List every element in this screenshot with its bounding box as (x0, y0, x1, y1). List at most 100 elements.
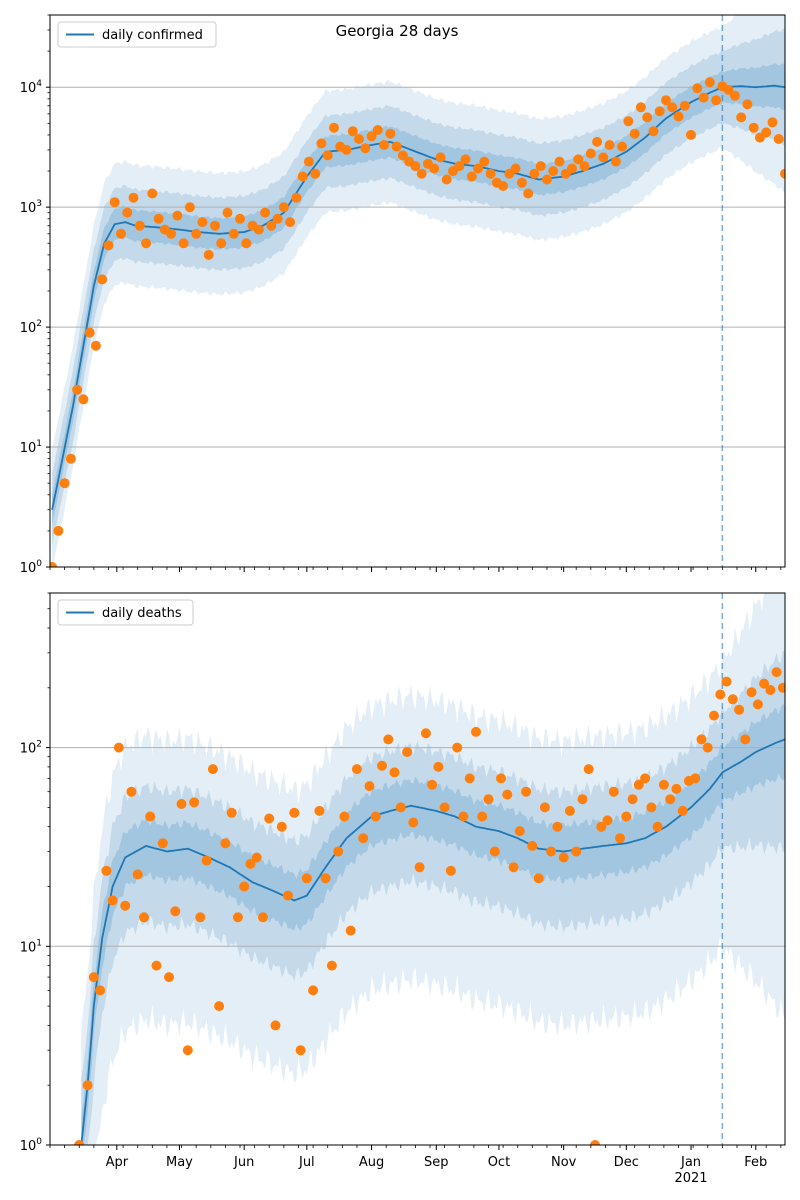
data-point (608, 786, 619, 797)
data-point (429, 163, 440, 174)
y-tick-label: 100 (20, 1137, 43, 1154)
data-point (389, 767, 400, 778)
data-point (604, 140, 615, 150)
data-point (592, 136, 603, 147)
data-point (189, 797, 200, 808)
y-tick-exponent: 1 (36, 938, 42, 948)
data-point (477, 811, 488, 822)
y-tick-label: 103 (20, 199, 42, 216)
data-point (220, 838, 231, 849)
data-point (729, 90, 740, 101)
x-tick-label: Dec (614, 1155, 639, 1170)
uncertainty-band-2 (81, 650, 785, 1145)
data-point (736, 112, 747, 123)
data-point (172, 210, 183, 221)
x-tick-label: May (166, 1155, 193, 1170)
data-point (535, 161, 546, 172)
data-point (516, 177, 527, 188)
data-point (207, 764, 218, 775)
data-point (385, 128, 396, 139)
data-point (358, 833, 369, 844)
data-point (184, 202, 195, 213)
data-point (577, 794, 588, 805)
data-point (391, 141, 402, 152)
data-point (583, 764, 594, 775)
data-point (210, 220, 220, 231)
data-point (109, 197, 120, 208)
x-tick-label: Sep (424, 1155, 449, 1170)
data-point (74, 1140, 85, 1145)
data-point (441, 174, 452, 185)
data-point (291, 192, 302, 203)
data-point (166, 228, 177, 239)
data-point (546, 846, 557, 857)
data-point (642, 112, 653, 123)
x-tick-label: Apr (106, 1155, 129, 1170)
data-point (479, 156, 490, 167)
data-point (72, 384, 83, 395)
data-point (483, 794, 494, 805)
data-point (648, 126, 659, 137)
data-point (777, 682, 785, 693)
data-point (53, 525, 64, 536)
data-point (539, 802, 550, 813)
data-point (95, 985, 106, 996)
data-point (113, 742, 124, 753)
median-line (80, 738, 785, 1145)
data-point (548, 166, 559, 177)
x-tick-label: Jul (298, 1155, 315, 1170)
data-point (308, 985, 319, 996)
data-point (629, 128, 640, 139)
y-tick-exponent: 3 (36, 199, 42, 209)
data-point (251, 852, 262, 863)
data-point (345, 925, 356, 936)
data-point (452, 742, 463, 753)
y-tick-exponent: 2 (36, 740, 42, 750)
data-point (771, 667, 782, 678)
data-point (366, 131, 377, 142)
data-point (132, 869, 143, 880)
data-point (278, 202, 289, 213)
axes-frame (49, 592, 786, 1146)
data-point (383, 734, 394, 745)
data-point (395, 802, 406, 813)
data-point (301, 873, 312, 884)
data-point (241, 238, 252, 249)
data-point (107, 895, 118, 906)
data-point (711, 95, 722, 106)
data-point (347, 126, 358, 137)
data-point (239, 881, 250, 892)
data-point (473, 163, 484, 174)
y-tick-label: 104 (20, 79, 43, 96)
y-tick-label: 102 (20, 740, 42, 757)
legend-box (57, 599, 194, 626)
data-point (379, 140, 390, 150)
data-point (370, 811, 381, 822)
data-point (245, 858, 256, 869)
data-point (496, 773, 506, 784)
y-tick-exponent: 0 (36, 1137, 42, 1147)
data-point (723, 84, 734, 95)
data-point (514, 826, 525, 837)
data-point (761, 127, 772, 138)
data-point (598, 152, 609, 163)
x-tick-label: Feb (744, 1155, 767, 1170)
data-point (427, 779, 438, 790)
data-point (721, 676, 732, 687)
data-point (485, 168, 496, 179)
legend-box (57, 21, 217, 48)
data-point (90, 340, 101, 351)
data-point (50, 562, 58, 567)
data-point (297, 171, 308, 182)
data-point (679, 100, 690, 111)
data-point (157, 838, 168, 849)
data-point (529, 168, 540, 179)
data-point (542, 174, 552, 185)
data-point (615, 833, 625, 844)
median-line (51, 84, 785, 510)
data-point (314, 805, 325, 816)
data-point (397, 150, 408, 161)
data-point (310, 168, 321, 179)
